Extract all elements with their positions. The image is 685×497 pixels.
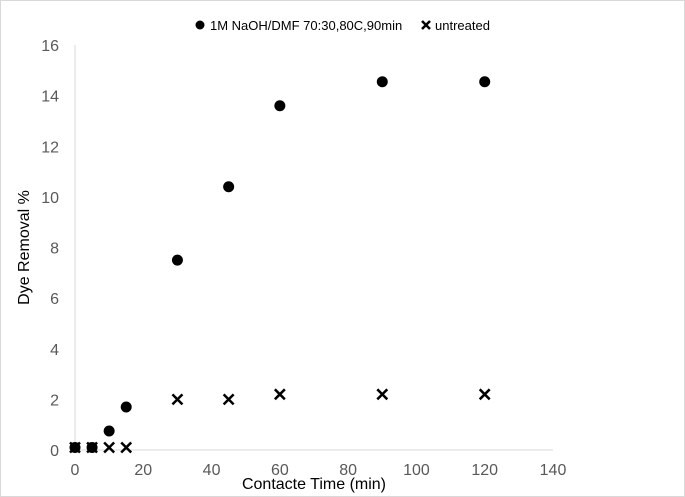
x-tick-label: 140	[540, 462, 567, 479]
x-tick-label: 20	[134, 462, 152, 479]
legend: 1M NaOH/DMF 70:30,80C,90min untreated	[195, 18, 490, 33]
y-tick-label: 14	[41, 89, 59, 106]
y-tick-label: 16	[41, 38, 59, 55]
data-point-x	[478, 388, 491, 401]
y-tick-label: 10	[41, 190, 59, 207]
y-tick-labels: 0 2 4 6 8 10 12 14 16	[41, 38, 59, 460]
legend-label-series-2: untreated	[435, 18, 490, 33]
x-tick-labels: 0 20 40 60 80 100 120 140	[71, 462, 567, 479]
legend-item-series-2: untreated	[421, 18, 490, 33]
y-tick-label: 6	[50, 291, 59, 308]
data-point-circle	[171, 254, 183, 266]
y-tick-label: 12	[41, 139, 59, 156]
data-point-x	[376, 388, 389, 401]
data-point-x	[222, 393, 235, 406]
legend-item-series-1: 1M NaOH/DMF 70:30,80C,90min	[195, 18, 402, 33]
legend-marker-circle	[195, 20, 205, 30]
data-point-x	[69, 441, 81, 454]
data-point-circle	[103, 425, 115, 437]
x-tick-label: 60	[271, 462, 289, 479]
data-point-x	[86, 441, 98, 454]
data-point-circle	[376, 76, 388, 88]
y-tick-label: 0	[50, 443, 59, 460]
x-axis-title: Contacte Time (min)	[242, 476, 386, 493]
data-point-x	[273, 388, 286, 401]
legend-label-series-1: 1M NaOH/DMF 70:30,80C,90min	[210, 18, 402, 33]
data-point-circle	[223, 181, 235, 193]
data-points	[69, 76, 491, 454]
x-tick-label: 120	[471, 462, 498, 479]
x-tick-label: 80	[339, 462, 357, 479]
x-tick-label: 100	[403, 462, 430, 479]
y-tick-label: 2	[50, 392, 59, 409]
data-point-x	[171, 393, 184, 406]
y-tick-label: 4	[50, 342, 59, 359]
x-tick-label: 40	[203, 462, 221, 479]
data-point-x	[103, 441, 116, 454]
data-point-x	[120, 441, 133, 454]
data-point-circle	[479, 76, 491, 88]
legend-marker-x	[421, 20, 431, 30]
y-axis-title: Dye Removal %	[16, 190, 33, 305]
y-tick-label: 8	[50, 241, 59, 258]
data-point-circle	[274, 100, 286, 112]
data-point-circle	[120, 401, 132, 413]
axes	[74, 45, 553, 451]
x-tick-label: 0	[71, 462, 80, 479]
